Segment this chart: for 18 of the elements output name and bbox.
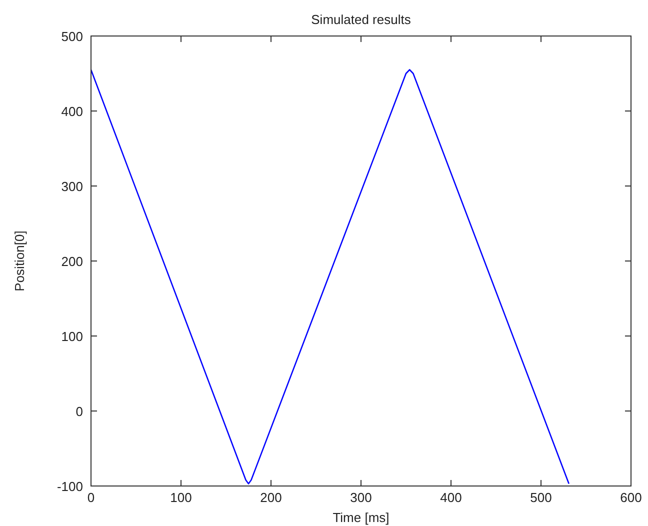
x-axis-title: Time [ms] xyxy=(332,510,390,525)
x-tick-label: 300 xyxy=(350,490,372,505)
x-tick-label: 400 xyxy=(440,490,462,505)
x-tick-label: 0 xyxy=(87,490,95,505)
x-tick-label: 500 xyxy=(530,490,552,505)
line-series xyxy=(90,69,570,484)
y-tick-label: 400 xyxy=(61,104,83,119)
y-tick-label: -100 xyxy=(56,479,83,494)
x-tick-label: 600 xyxy=(620,490,642,505)
y-tick-label: 100 xyxy=(61,329,83,344)
y-tick-label: 0 xyxy=(76,404,83,419)
chart-title: Simulated results xyxy=(311,12,412,27)
y-axis-title: Position[0] xyxy=(12,230,27,292)
x-tick-label: 200 xyxy=(260,490,282,505)
y-tick-label: 300 xyxy=(61,179,83,194)
y-tick-label: 500 xyxy=(61,29,83,44)
y-tick-label: 200 xyxy=(61,254,83,269)
x-tick-label: 100 xyxy=(170,490,192,505)
